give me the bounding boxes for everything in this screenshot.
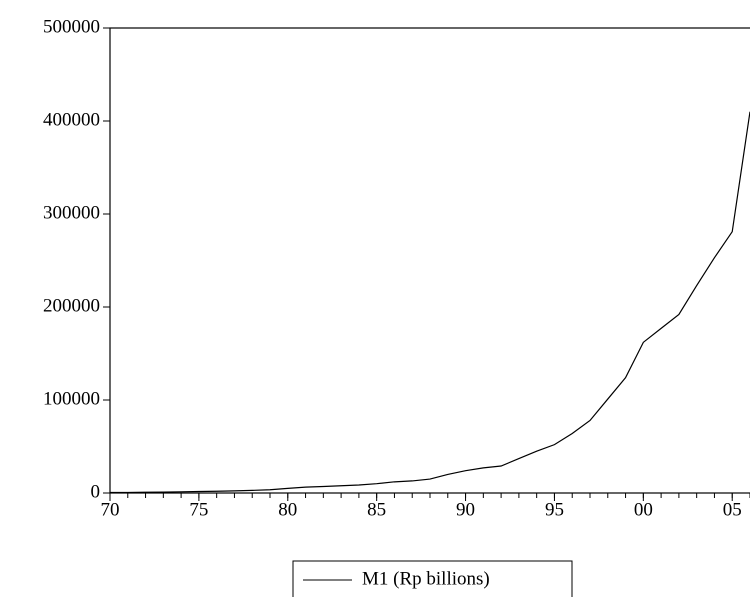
y-tick-label: 400000	[43, 109, 100, 130]
x-tick-label: 05	[723, 499, 742, 520]
legend-box	[292, 560, 573, 597]
x-tick-label: 75	[189, 499, 208, 520]
data-line	[109, 111, 750, 494]
plot-frame	[109, 27, 750, 494]
x-tick-label: 70	[101, 499, 120, 520]
y-tick-label: 300000	[43, 202, 100, 223]
y-tick-label: 500000	[43, 16, 100, 37]
y-tick-label: 200000	[43, 295, 100, 316]
legend-label: M1 (Rp billions)	[362, 568, 490, 589]
x-tick-label: 00	[634, 499, 653, 520]
x-tick-label: 80	[278, 499, 297, 520]
x-tick-label: 90	[456, 499, 475, 520]
y-tick-label: 0	[91, 481, 101, 502]
y-tick-label: 100000	[43, 388, 100, 409]
x-tick-label: 95	[545, 499, 564, 520]
x-tick-label: 85	[367, 499, 386, 520]
